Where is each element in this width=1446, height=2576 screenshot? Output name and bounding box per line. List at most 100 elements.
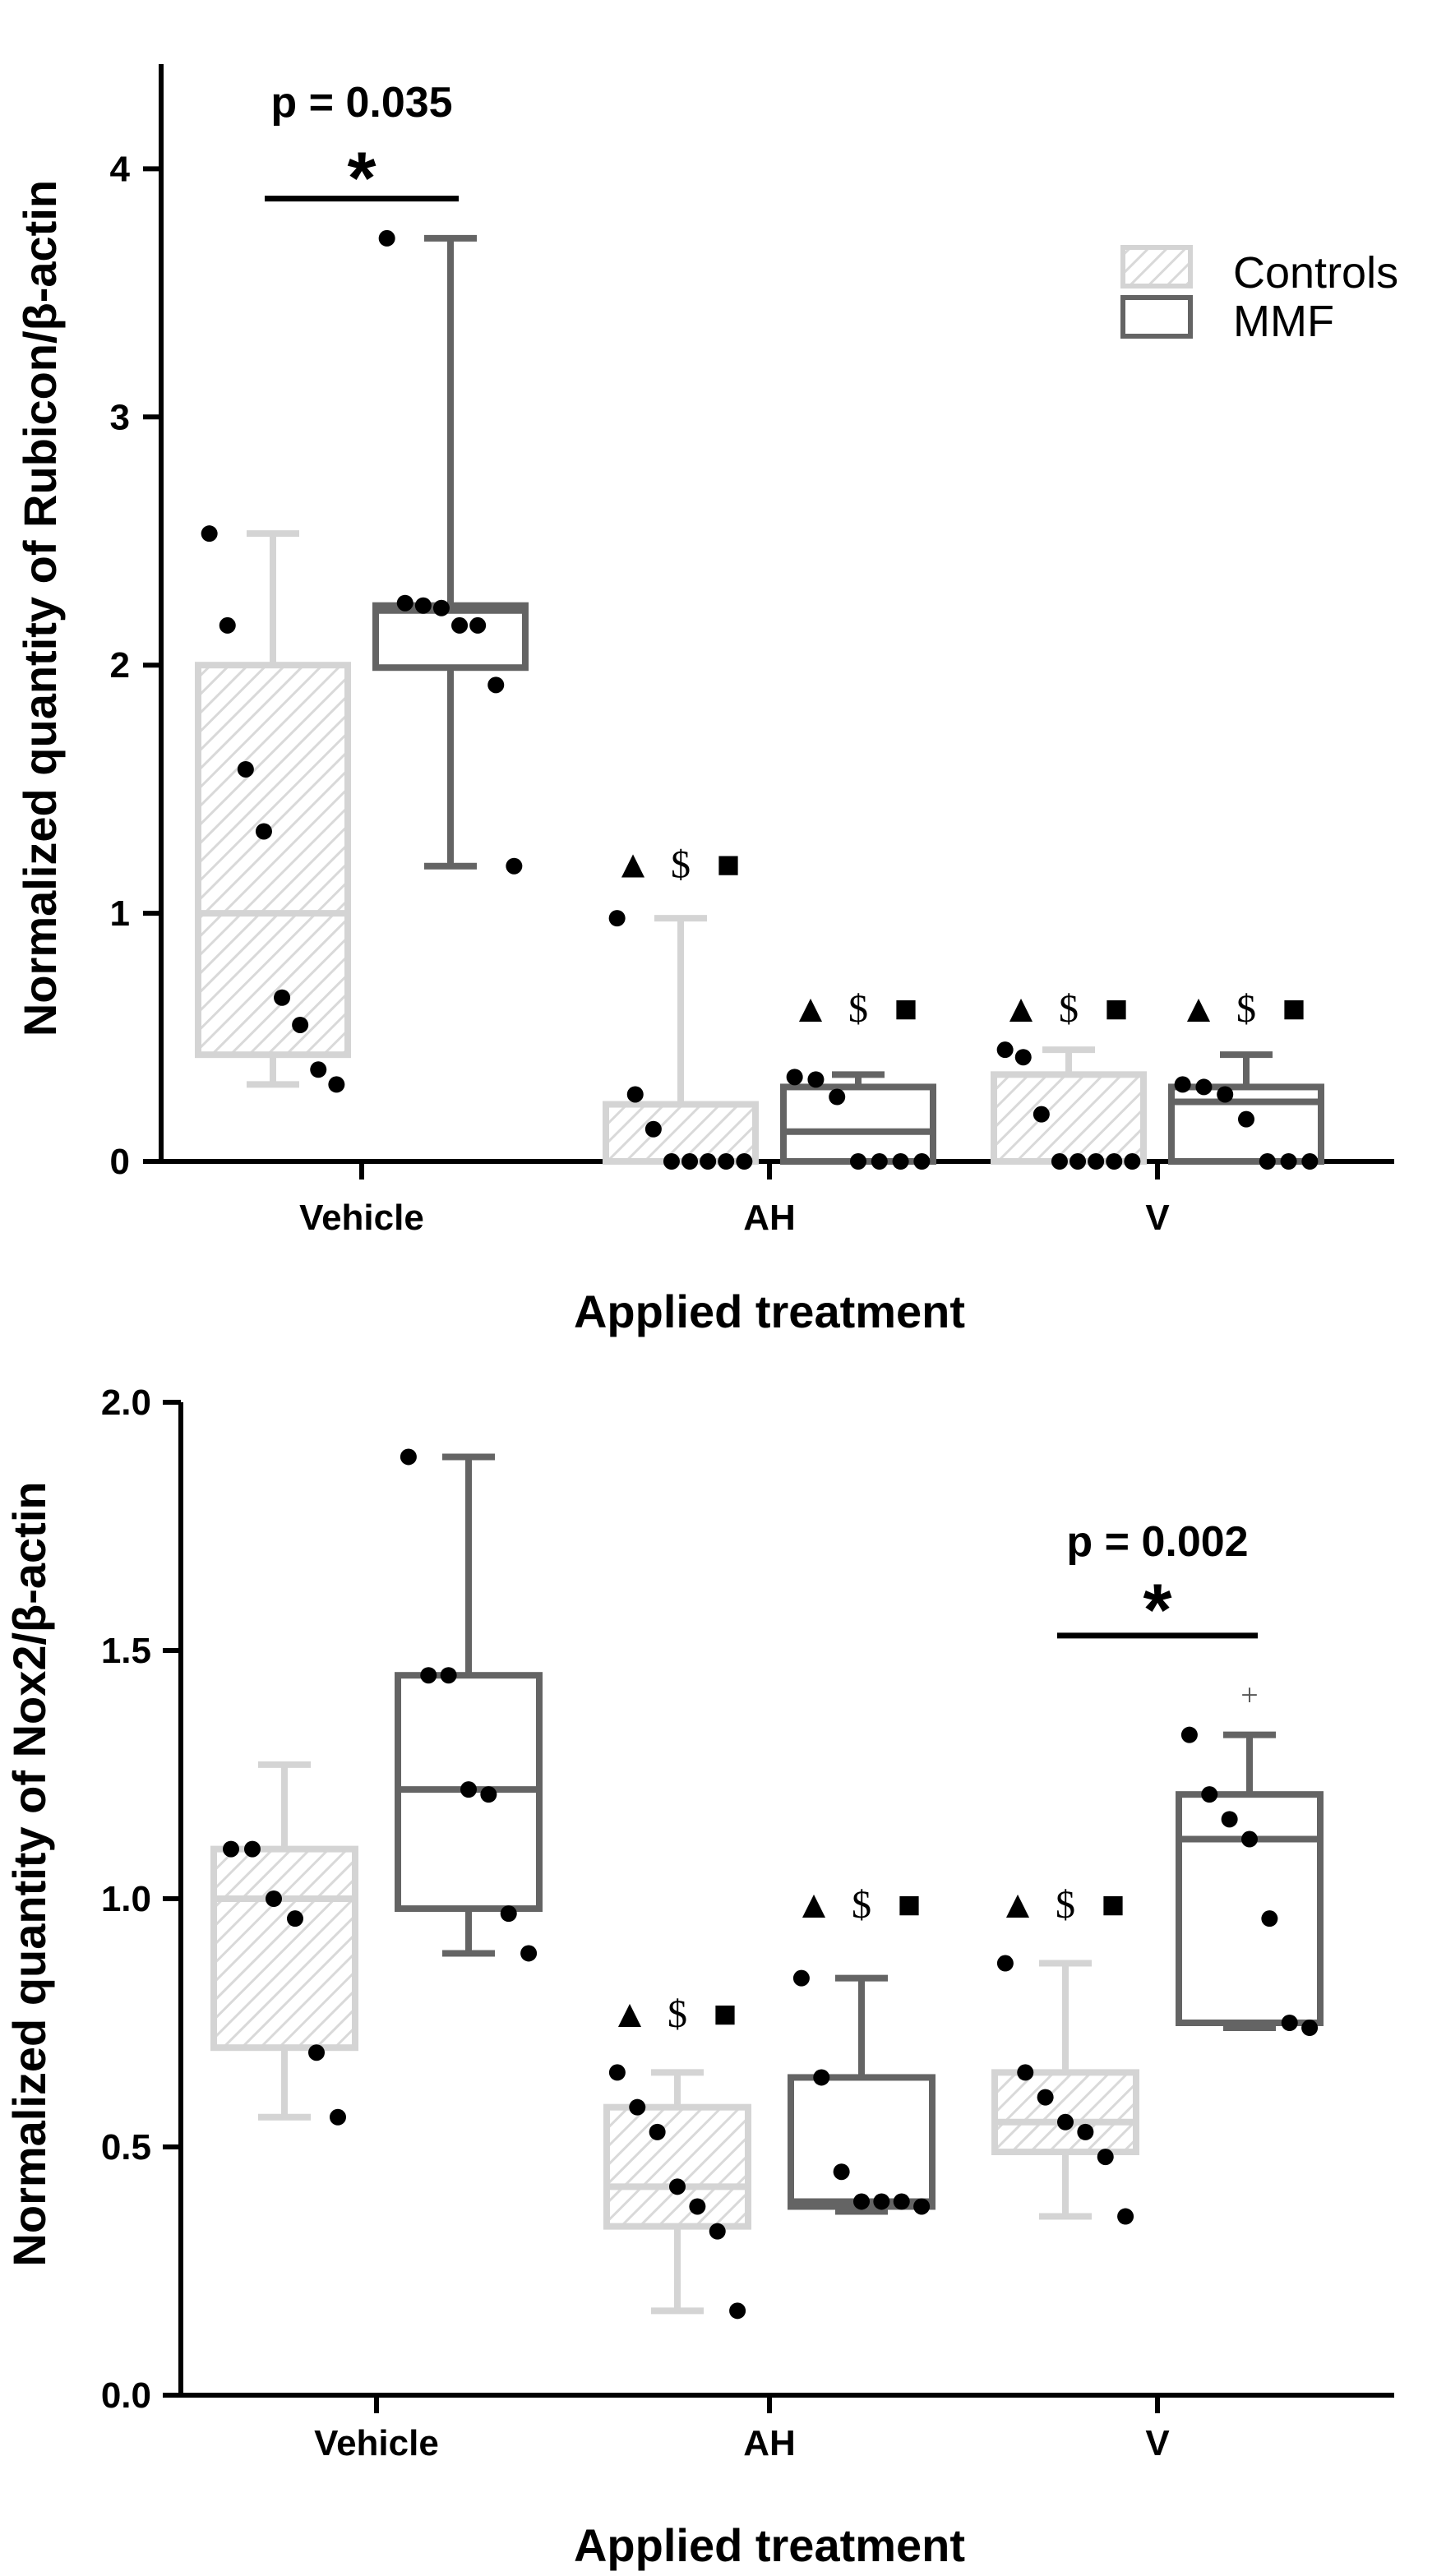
dollar-marker: $ (668, 1992, 687, 2036)
triangle-marker: ▲ (1179, 987, 1218, 1031)
data-point (626, 1086, 644, 1103)
rubicon-y-axis-title: Normalized quantity of Rubicon/β-actin (14, 180, 66, 1036)
data-point (1281, 2015, 1298, 2031)
data-point (996, 1041, 1014, 1059)
box (372, 602, 529, 672)
rubicon-marker-group: ▲ $ ■ (1179, 987, 1305, 1031)
box (991, 1071, 1147, 1166)
rubicon-y-tick-label: 3 (110, 397, 130, 437)
triangle-marker: ▲ (791, 987, 830, 1031)
nox2-y-tick-label: 1.5 (101, 1631, 151, 1671)
data-point (460, 1781, 477, 1798)
square-marker: ■ (894, 987, 918, 1031)
square-marker: ■ (717, 843, 741, 887)
data-point (873, 2193, 890, 2210)
rubicon-y-tick-label: 1 (110, 893, 130, 934)
data-point (644, 1120, 662, 1138)
data-point (469, 616, 487, 634)
square-marker: ■ (898, 1883, 922, 1927)
rubicon-category-label: AH (743, 1198, 796, 1238)
data-point (1174, 1076, 1191, 1093)
nox2-marker-group: ▲ $ ■ (610, 1992, 737, 2036)
dollar-marker: $ (1236, 987, 1256, 1031)
nox2-x-axis-title: Applied treatment (574, 2519, 965, 2571)
data-point (629, 2098, 646, 2116)
triangle-marker: ▲ (613, 843, 653, 887)
data-point (893, 2193, 910, 2210)
rubicon-y-tick-label: 2 (110, 645, 130, 686)
data-point (500, 1905, 517, 1923)
box (780, 1083, 936, 1166)
data-point (1069, 1153, 1087, 1170)
data-point (1124, 1153, 1141, 1170)
data-point (729, 2302, 746, 2320)
data-point (1259, 1153, 1276, 1170)
p-value-label: p = 0.035 (270, 79, 452, 127)
rubicon-box-controls-vehicle (195, 525, 351, 1093)
rubicon-category-label: V (1145, 1198, 1170, 1238)
dollar-marker: $ (848, 987, 868, 1031)
dollar-marker: $ (1056, 1883, 1075, 1927)
rubicon-x-axis-title: Applied treatment (574, 1286, 965, 1337)
data-point (1033, 1106, 1050, 1123)
box (210, 1845, 358, 2052)
legend: Controls MMF (1120, 245, 1398, 346)
data-point (506, 857, 523, 875)
data-point (996, 1955, 1014, 1972)
data-point (913, 1153, 931, 1170)
rubicon-box-controls-ah (603, 910, 759, 1170)
triangle-marker: ▲ (610, 1992, 649, 2036)
data-point (287, 1910, 303, 1927)
data-point (237, 760, 254, 778)
data-point (414, 597, 432, 614)
nox2-y-tick-label: 0.0 (101, 2375, 151, 2416)
nox2-marker-group: ▲ $ ■ (998, 1883, 1125, 1927)
nox2-significance: *p = 0.002 (1057, 1518, 1258, 1652)
data-point (807, 1071, 825, 1088)
data-point (223, 1840, 239, 1858)
data-point (1301, 2020, 1319, 2037)
triangle-marker: ▲ (794, 1883, 834, 1927)
data-point (1180, 1726, 1198, 1743)
data-point (244, 1840, 261, 1858)
data-point (440, 1667, 457, 1684)
box (1176, 1791, 1324, 2026)
data-point (451, 616, 469, 634)
rubicon-box-mmf-ah (780, 1069, 936, 1170)
nox2-box-mmf-vehicle (395, 1448, 543, 1962)
data-point (1057, 2113, 1074, 2131)
box (603, 2103, 751, 2230)
data-point (850, 1153, 866, 1170)
rubicon-category-label: Vehicle (299, 1198, 424, 1238)
dollar-marker: $ (671, 843, 691, 887)
rubicon-marker-group: ▲ $ ■ (613, 843, 740, 887)
data-point (1017, 2064, 1034, 2081)
data-point (871, 1153, 888, 1170)
rubicon-significance: * p = 0.035 (265, 79, 459, 219)
p-value-label: p = 0.002 (1066, 1518, 1248, 1566)
data-point (328, 1076, 345, 1093)
rubicon-marker-group: ▲ $ ■ (791, 987, 917, 1031)
nox2-box-controls-v (991, 1955, 1139, 2225)
data-point (1077, 2123, 1094, 2140)
rubicon-box-controls-v (991, 1041, 1147, 1170)
data-point (709, 2223, 726, 2240)
box (195, 662, 351, 1059)
outlier-marker: + (1240, 1678, 1258, 1712)
data-point (813, 2069, 830, 2086)
data-point (1195, 1078, 1213, 1096)
triangle-marker: ▲ (1001, 987, 1041, 1031)
data-point (736, 1153, 753, 1170)
data-point (1201, 1786, 1218, 1803)
data-point (487, 676, 505, 694)
rubicon-box-mmf-vehicle (372, 229, 529, 875)
data-point (1088, 1153, 1105, 1170)
data-point (396, 594, 413, 612)
data-point (1301, 1153, 1319, 1170)
data-point (1221, 1811, 1238, 1828)
data-point (700, 1153, 717, 1170)
data-point (1241, 1830, 1258, 1848)
data-point (829, 1088, 846, 1106)
data-point (1117, 2208, 1134, 2225)
